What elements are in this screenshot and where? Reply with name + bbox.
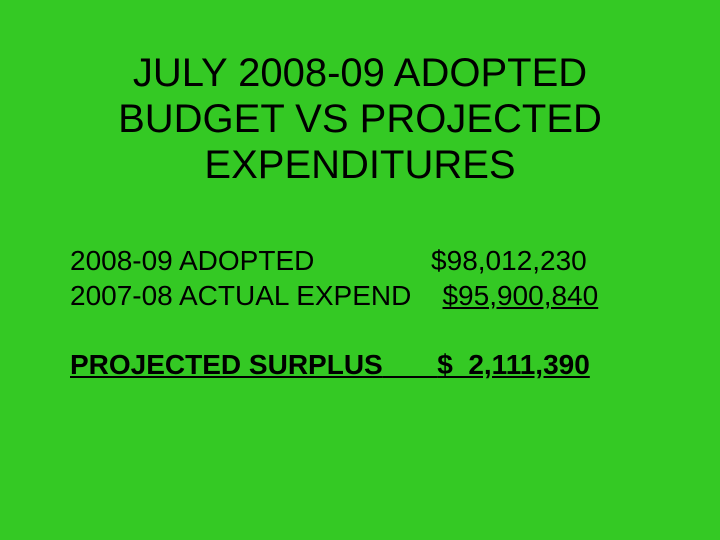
slide-title: JULY 2008-09 ADOPTED BUDGET VS PROJECTED…: [60, 50, 660, 188]
row-surplus-label: PROJECTED SURPLUS: [70, 347, 383, 382]
slide: JULY 2008-09 ADOPTED BUDGET VS PROJECTED…: [0, 0, 720, 540]
row-adopted-spacer: [314, 243, 431, 278]
row-surplus-value: $ 2,111,390: [437, 347, 590, 382]
row-actual-label: 2007-08 ACTUAL EXPEND: [70, 278, 411, 313]
row-actual: 2007-08 ACTUAL EXPEND $95,900,840: [70, 278, 660, 313]
blank-line: [70, 313, 660, 347]
slide-content: 2008-09 ADOPTED $98,012,230 2007-08 ACTU…: [60, 243, 660, 382]
row-surplus: PROJECTED SURPLUS $ 2,111,390: [70, 347, 660, 382]
row-actual-value: $95,900,840: [442, 278, 598, 313]
row-surplus-spacer: [383, 347, 437, 382]
row-adopted: 2008-09 ADOPTED $98,012,230: [70, 243, 660, 278]
row-adopted-label: 2008-09 ADOPTED: [70, 243, 314, 278]
row-actual-spacer: [411, 278, 442, 313]
row-adopted-value: $98,012,230: [431, 243, 587, 278]
